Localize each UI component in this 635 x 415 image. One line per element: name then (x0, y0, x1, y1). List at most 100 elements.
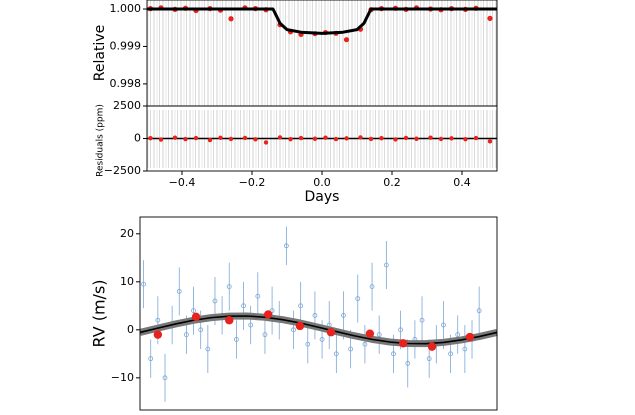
data-point (233, 337, 239, 342)
data-point (358, 135, 363, 140)
data-point (487, 139, 493, 144)
data-point (283, 243, 289, 249)
data-point (438, 136, 444, 142)
data-point (248, 322, 254, 328)
data-point (253, 137, 258, 142)
y-axis-label: Residuals (ppm) (96, 104, 106, 177)
data-point (473, 135, 479, 141)
data-point (368, 136, 374, 142)
data-point (333, 136, 339, 142)
data-point (379, 136, 384, 141)
data-point (323, 135, 328, 140)
data-point (228, 16, 234, 22)
y-tick-label: 0 (134, 132, 141, 145)
data-point (355, 296, 361, 302)
x-tick-label: −0.4 (169, 176, 196, 189)
y-tick-label: 0 (127, 323, 134, 336)
data-point (262, 332, 268, 338)
data-point (428, 135, 433, 140)
data-point (291, 327, 296, 333)
data-point (398, 327, 404, 333)
data-point (225, 316, 234, 325)
y-tick-label: 2500 (113, 99, 141, 112)
data-point (344, 136, 349, 141)
data-point (398, 339, 408, 348)
x-tick-label: −0.2 (239, 176, 266, 189)
y-tick-label: 1.000 (110, 2, 142, 15)
data-point (155, 317, 161, 323)
data-point (441, 322, 446, 328)
data-point (376, 332, 382, 338)
x-axis-label: Days (305, 189, 340, 205)
data-point (326, 328, 336, 337)
data-point (255, 293, 261, 299)
data-point (362, 341, 368, 347)
y-tick-label: 10 (120, 275, 134, 288)
axes-frame (139, 216, 498, 411)
y-tick-label: 0.998 (110, 77, 142, 90)
data-point (319, 337, 325, 342)
data-point (419, 317, 425, 323)
data-point (212, 298, 218, 304)
data-point (228, 136, 234, 142)
transit-model (147, 7, 497, 35)
data-point (176, 289, 182, 294)
data-point (465, 332, 475, 342)
data-point (198, 327, 204, 333)
data-point (218, 135, 223, 141)
data-point (455, 332, 461, 338)
data-point (172, 135, 178, 140)
data-point (369, 284, 375, 290)
y-tick-label: 0.999 (110, 39, 142, 52)
data-point (148, 136, 153, 141)
data-point (312, 136, 318, 141)
data-point (205, 346, 211, 352)
data-point (348, 346, 354, 352)
raw-data-background (147, 0, 497, 106)
data-point (312, 313, 318, 318)
rv-model (139, 315, 498, 345)
data-point (305, 341, 311, 347)
data-point (462, 346, 468, 352)
data-point (193, 135, 199, 141)
data-point (365, 329, 375, 338)
data-point (298, 135, 304, 141)
data-point (298, 303, 304, 309)
x-tick-label: 0.2 (383, 176, 401, 189)
data-point (391, 351, 396, 357)
data-point (141, 281, 146, 287)
y-tick-label: −2500 (104, 164, 141, 177)
axes-frame (146, 105, 498, 172)
data-point (487, 15, 493, 21)
x-tick-label: 0.4 (453, 176, 471, 189)
data-point (277, 135, 283, 140)
x-tick-label: 0.0 (313, 176, 331, 189)
data-point (148, 356, 154, 362)
data-point (333, 351, 339, 357)
data-point (162, 375, 168, 381)
data-point (343, 37, 350, 43)
y-tick-label: 20 (120, 227, 134, 240)
data-point (207, 137, 213, 143)
y-axis-label: Relative (92, 25, 108, 81)
y-tick-label: −10 (111, 371, 134, 384)
data-point (269, 308, 275, 314)
data-point (263, 310, 273, 319)
data-point (476, 308, 482, 314)
data-point (393, 137, 398, 142)
data-point (288, 136, 293, 142)
data-point (341, 313, 346, 318)
data-point (414, 136, 419, 141)
data-point (183, 136, 188, 142)
data-point (448, 351, 453, 357)
data-point (463, 136, 468, 142)
data-point (403, 135, 409, 141)
data-point (241, 303, 246, 309)
data-point (427, 342, 437, 351)
data-point (295, 321, 305, 331)
data-point (158, 137, 164, 142)
data-point (383, 262, 389, 268)
data-point (191, 312, 201, 322)
data-point (191, 308, 196, 314)
